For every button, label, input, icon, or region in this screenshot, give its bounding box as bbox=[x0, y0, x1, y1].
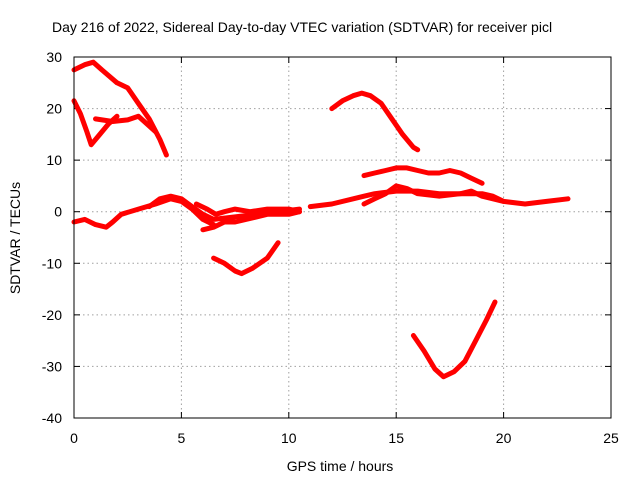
series-arc-11 bbox=[361, 165, 485, 186]
x-tick-label: 25 bbox=[603, 430, 619, 446]
y-tick-label: -10 bbox=[42, 255, 62, 271]
grid bbox=[74, 57, 611, 418]
x-tick-label: 15 bbox=[388, 430, 404, 446]
series-arc-4 bbox=[71, 196, 217, 230]
x-tick-label: 20 bbox=[496, 430, 512, 446]
series-arc-9 bbox=[361, 183, 507, 207]
series-arc-2 bbox=[71, 98, 120, 148]
data-series bbox=[71, 59, 571, 380]
series-arc-3 bbox=[93, 113, 159, 135]
y-tick-label: -20 bbox=[42, 307, 62, 323]
x-axis-label: GPS time / hours bbox=[287, 458, 394, 474]
axis-ticks: 0 5 10 15 20 25 -40 -30 -20 -10 0 10 20 30 bbox=[42, 49, 619, 446]
x-tick-label: 5 bbox=[178, 430, 186, 446]
series-arc-6 bbox=[193, 201, 302, 217]
series-arc-12 bbox=[211, 240, 281, 277]
series-arc-10 bbox=[329, 90, 421, 153]
x-tick-label: 0 bbox=[70, 430, 78, 446]
series-arc-8 bbox=[307, 188, 571, 210]
y-tick-label: 10 bbox=[46, 152, 62, 168]
y-tick-label: 30 bbox=[46, 49, 62, 65]
y-tick-label: 20 bbox=[46, 101, 62, 117]
x-tick-label: 10 bbox=[281, 430, 297, 446]
chart-title: Day 216 of 2022, Sidereal Day-to-day VTE… bbox=[52, 19, 552, 35]
plot-frame bbox=[73, 56, 612, 419]
series-arc-7 bbox=[200, 209, 302, 233]
y-tick-label: -40 bbox=[42, 410, 62, 426]
y-axis-label: SDTVAR / TECUs bbox=[7, 182, 23, 294]
y-tick-label: 0 bbox=[54, 204, 62, 220]
series-arc-13 bbox=[410, 299, 498, 380]
y-tick-label: -30 bbox=[42, 358, 62, 374]
